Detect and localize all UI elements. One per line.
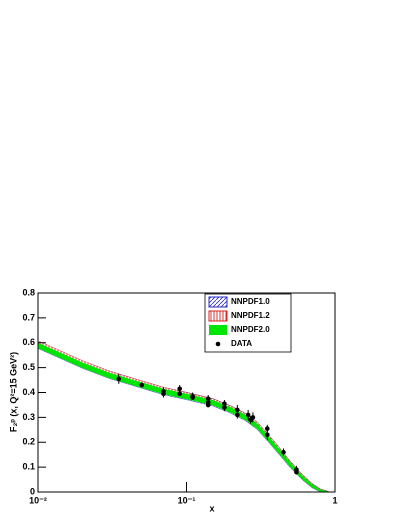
- y-tick-label: 0.4: [22, 387, 35, 397]
- data-point: [177, 386, 183, 392]
- data-point: [222, 405, 227, 410]
- legend-label: NNPDF1.2: [231, 311, 270, 320]
- y-tick-label: 0.8: [22, 287, 35, 297]
- data-point: [116, 376, 122, 382]
- y-tick-label: 0.5: [22, 362, 35, 372]
- data-point: [177, 391, 183, 397]
- legend-label: NNPDF2.0: [231, 325, 270, 334]
- y-axis-label: F₂ᵖ (x, Q²=15 GeV²): [8, 352, 18, 432]
- legend-marker: [215, 341, 221, 347]
- x-tick-label: 10⁻¹: [178, 495, 196, 505]
- x-tick-label: 1: [332, 495, 337, 505]
- data-point: [264, 432, 270, 438]
- data-point: [139, 382, 145, 388]
- data-point: [245, 412, 251, 418]
- data-point: [205, 402, 211, 408]
- data-point: [235, 412, 240, 418]
- legend-swatch: [208, 310, 228, 322]
- y-tick-label: 0.6: [22, 337, 35, 347]
- legend-label: DATA: [231, 339, 252, 348]
- data-point: [190, 395, 195, 400]
- y-tick-label: 0.2: [22, 437, 35, 447]
- band: [38, 342, 329, 492]
- data-point: [250, 415, 256, 420]
- x-axis-label: x: [209, 503, 214, 513]
- legend-label: NNPDF1.0: [231, 297, 270, 306]
- y-tick-label: 0.7: [22, 312, 35, 322]
- data-point: [281, 449, 286, 455]
- data-point: [235, 407, 240, 413]
- legend-swatch: [209, 325, 227, 335]
- data-point: [294, 469, 299, 475]
- x-tick-label: 10⁻²: [29, 495, 47, 505]
- data-point: [264, 426, 270, 431]
- data-point: [161, 391, 166, 397]
- legend-swatch: [208, 296, 228, 308]
- y-tick-label: 0: [30, 486, 35, 496]
- y-tick-label: 0.3: [22, 412, 35, 422]
- y-tick-label: 0.1: [22, 462, 35, 472]
